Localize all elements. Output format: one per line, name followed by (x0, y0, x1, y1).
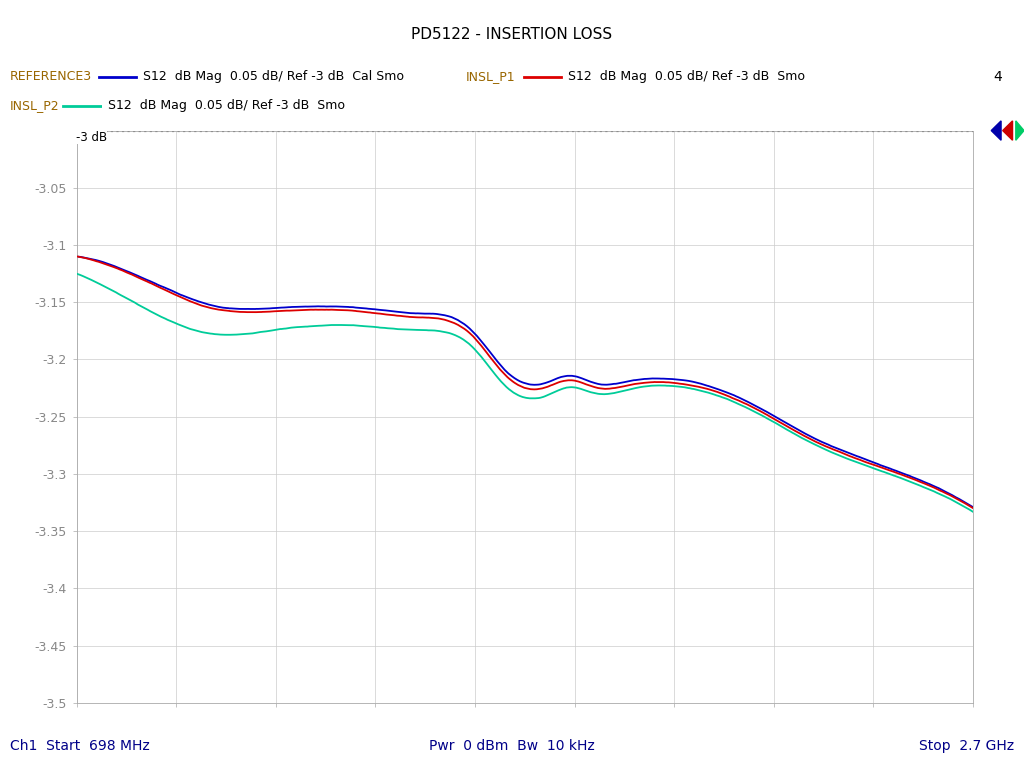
Text: Stop  2.7 GHz: Stop 2.7 GHz (919, 740, 1014, 753)
Text: PD5122 - INSERTION LOSS: PD5122 - INSERTION LOSS (412, 27, 612, 42)
Text: -3 dB: -3 dB (76, 131, 108, 144)
Text: INSL_P2: INSL_P2 (10, 100, 59, 112)
Text: S12  dB Mag  0.05 dB/ Ref -3 dB  Smo: S12 dB Mag 0.05 dB/ Ref -3 dB Smo (108, 100, 344, 112)
Polygon shape (991, 121, 1001, 141)
Polygon shape (1002, 121, 1013, 141)
Text: Pwr  0 dBm  Bw  10 kHz: Pwr 0 dBm Bw 10 kHz (429, 740, 595, 753)
Text: REFERENCE3: REFERENCE3 (10, 71, 92, 83)
Text: INSL_P1: INSL_P1 (466, 71, 515, 83)
Text: Ch1  Start  698 MHz: Ch1 Start 698 MHz (10, 740, 150, 753)
Text: S12  dB Mag  0.05 dB/ Ref -3 dB  Smo: S12 dB Mag 0.05 dB/ Ref -3 dB Smo (568, 71, 805, 83)
Text: 4: 4 (993, 70, 1002, 84)
Polygon shape (1016, 121, 1024, 141)
Text: S12  dB Mag  0.05 dB/ Ref -3 dB  Cal Smo: S12 dB Mag 0.05 dB/ Ref -3 dB Cal Smo (143, 71, 404, 83)
